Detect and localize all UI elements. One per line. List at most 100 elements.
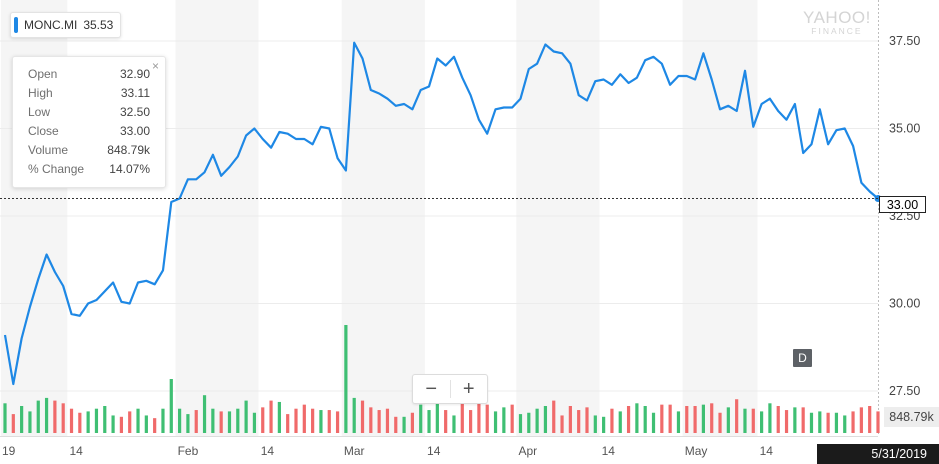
volume-bar [602,416,606,433]
volume-bar [469,410,473,433]
x-tick-label: 14 [261,444,275,458]
zoom-out-button[interactable]: − [425,377,438,400]
current-price-label: 33.00 [879,196,926,213]
volume-bar [360,400,365,433]
volume-bar [518,414,523,433]
volume-bar [444,410,448,433]
volume-bar [851,411,855,433]
volume-bar [128,411,132,433]
volume-bar [178,408,182,433]
crosshair-date-label: 5/31/2019 [817,444,939,464]
ticker-last-price: 35.53 [83,18,114,32]
tooltip-row-close: Close 33.00 [28,124,150,138]
volume-bar [651,412,656,433]
volume-bar [460,397,464,433]
y-tick-label: 35.00 [889,122,920,136]
tooltip-label: Open [28,67,58,81]
x-tick-label: 14 [602,444,616,458]
zoom-divider [449,380,451,398]
month-bands [0,0,758,436]
volume-bar [377,410,381,433]
volume-bar [28,411,32,433]
volume-bar [726,407,730,433]
volume-bar [701,404,705,433]
tooltip-label: Close [28,124,59,138]
x-tick-label: 14 [760,444,774,458]
volume-bar [568,406,572,433]
volume-bar [369,407,373,433]
volume-bar [693,406,697,433]
volume-bar [153,418,157,433]
volume-bar [327,410,331,433]
volume-bar [510,404,514,433]
tooltip-label: Low [28,105,51,119]
y-tick-label: 27.50 [889,384,920,398]
volume-bar [103,406,107,433]
volume-bar [427,410,431,433]
volume-bar [760,411,764,433]
volume-bar [751,408,755,433]
x-tick-label: Feb [178,444,199,458]
volume-bar [435,395,439,433]
volume-bar [277,401,281,433]
volume-bar [493,411,498,433]
volume-bar [3,403,7,433]
volume-bar [419,404,423,433]
volume-bar [543,406,548,433]
volume-bar [710,403,714,433]
range-d-button[interactable]: D [793,349,812,367]
price-line [3,41,879,386]
series-color-swatch [14,17,18,33]
x-tick-label: Mar [344,444,365,458]
volume-bar [535,408,539,433]
volume-bar [660,404,664,433]
month-band [341,0,425,436]
yahoo-finance-watermark: YAHOO! FINANCE [803,9,871,36]
volume-bar [868,406,872,433]
volume-bar [394,416,398,433]
volume-bar [53,400,57,433]
tooltip-row-change: % Change 14.07% [28,162,150,176]
watermark-line1: YAHOO! [803,8,871,27]
volume-bar [743,408,747,433]
volume-bar [319,410,323,433]
ticker-legend[interactable]: MONC.MI 35.53 [10,12,122,38]
tooltip-row-open: Open 32.90 [28,67,150,81]
volume-bar [11,414,15,433]
volume-bar [577,410,581,433]
volume-bar [768,403,772,433]
volume-bar [585,407,589,433]
volume-bar [194,410,198,433]
tooltip-value: 32.90 [119,67,150,81]
volume-bar [78,412,82,433]
tooltip-row-volume: Volume 848.79k [28,143,150,157]
volume-bar [294,408,298,433]
close-icon[interactable]: × [151,59,159,73]
volume-bar [236,408,240,433]
tooltip-label: Volume [28,143,69,157]
volume-bar [485,404,489,433]
volume-bar [36,400,40,433]
volume-bar [610,408,614,433]
volume-bar [552,400,556,433]
volume-bar [344,325,348,433]
zoom-in-button[interactable]: + [462,377,475,400]
volume-bar [527,412,531,433]
tooltip-value: 848.79k [107,143,150,157]
volume-bar [402,416,406,433]
tooltip-label: High [28,86,53,100]
volume-bar [668,404,672,433]
volume-bar [818,411,822,433]
volume-bar [244,400,248,433]
volume-bar [676,411,681,433]
x-tick-label: 19 [2,444,16,458]
watermark-line2: FINANCE [811,26,863,36]
volume-bar [793,407,797,433]
volume-bar [219,411,223,433]
month-band [682,0,758,436]
y-tick-label: 30.00 [889,297,920,311]
tooltip-label: % Change [28,162,85,176]
volume-bar [784,410,789,433]
volume-bar [111,415,115,433]
